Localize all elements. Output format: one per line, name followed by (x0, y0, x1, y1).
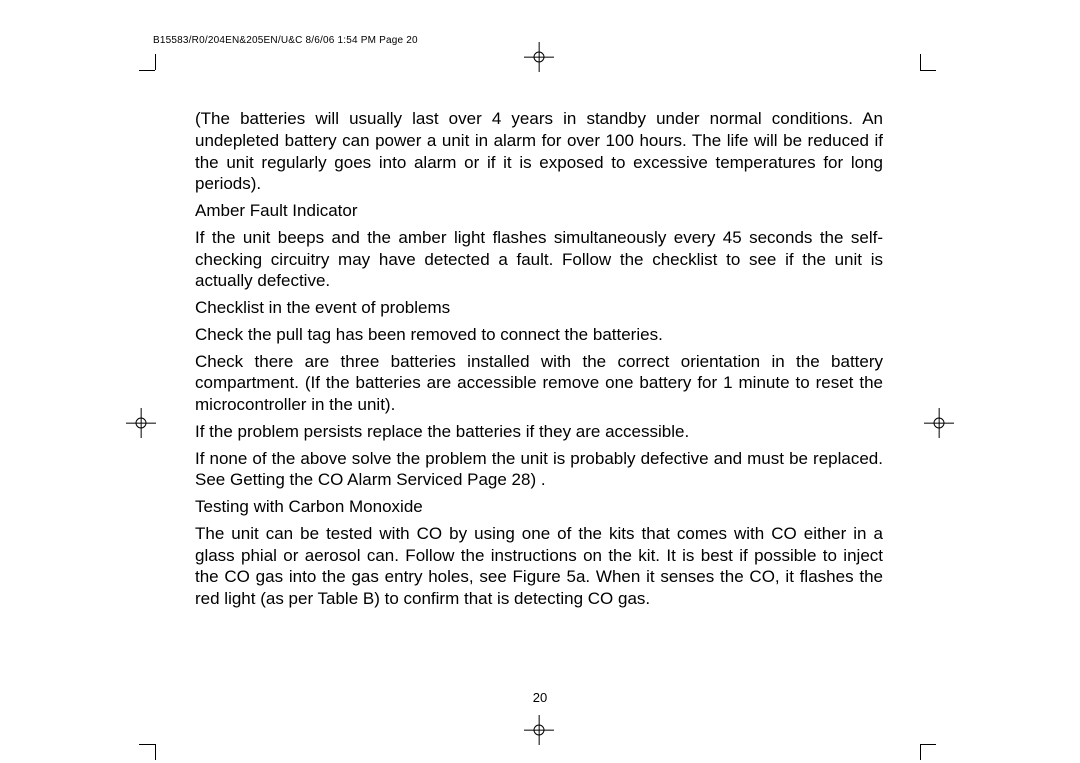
registration-cross-icon (126, 408, 156, 438)
registration-cross-icon (524, 42, 554, 72)
crop-mark-icon (155, 744, 156, 760)
page-number: 20 (0, 690, 1080, 705)
paragraph: Amber Fault Indicator (195, 200, 883, 222)
registration-cross-icon (524, 715, 554, 745)
body-text-block: (The batteries will usually last over 4 … (195, 108, 883, 615)
registration-circle-icon (136, 418, 147, 429)
crop-mark-icon (920, 744, 936, 745)
registration-circle-icon (534, 52, 545, 63)
paragraph: Testing with Carbon Monoxide (195, 496, 883, 518)
paragraph: (The batteries will usually last over 4 … (195, 108, 883, 195)
crop-mark-icon (920, 70, 936, 71)
imposition-header: B15583/R0/204EN&205EN/U&C 8/6/06 1:54 PM… (153, 35, 418, 46)
crop-mark-icon (920, 54, 921, 70)
registration-cross-icon (924, 408, 954, 438)
paragraph: If the problem persists replace the batt… (195, 421, 883, 443)
paragraph: If none of the above solve the problem t… (195, 448, 883, 492)
paragraph: If the unit beeps and the amber light fl… (195, 227, 883, 292)
registration-circle-icon (934, 418, 945, 429)
registration-circle-icon (534, 725, 545, 736)
paragraph: Check the pull tag has been removed to c… (195, 324, 883, 346)
paragraph: Check there are three batteries installe… (195, 351, 883, 416)
paragraph: Checklist in the event of problems (195, 297, 883, 319)
crop-mark-icon (139, 744, 155, 745)
crop-mark-icon (155, 54, 156, 70)
print-page: B15583/R0/204EN&205EN/U&C 8/6/06 1:54 PM… (0, 0, 1080, 763)
crop-mark-icon (139, 70, 155, 71)
paragraph: The unit can be tested with CO by using … (195, 523, 883, 610)
crop-mark-icon (920, 744, 921, 760)
